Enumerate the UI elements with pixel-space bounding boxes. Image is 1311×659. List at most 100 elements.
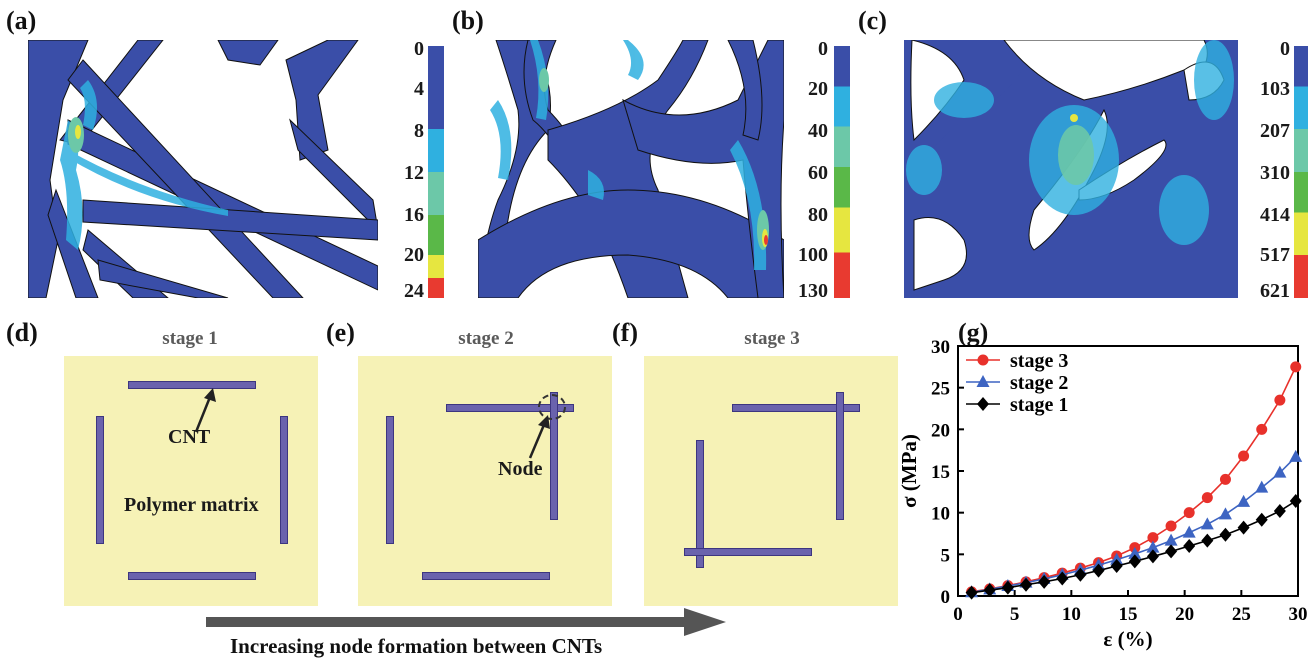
x-axis-label: ε (%) <box>1103 627 1152 651</box>
legend-marker <box>977 397 989 411</box>
plot-frame <box>957 345 1299 597</box>
colorbar-a-tick: 4 <box>414 78 424 100</box>
legend-marker <box>977 354 989 366</box>
cnt-top <box>128 381 256 389</box>
panel-label-f: (f) <box>612 318 638 347</box>
colorbar-c-tick: 517 <box>1260 244 1290 266</box>
data-point <box>1289 494 1302 508</box>
cnt-top <box>446 404 574 412</box>
data-point <box>1020 577 1032 592</box>
data-point <box>1274 394 1286 406</box>
data-point <box>1128 546 1142 559</box>
cnt-right-vertical <box>836 392 844 520</box>
colorbar-a-tick: 16 <box>404 204 424 226</box>
y-axis-label: σ (MPa) <box>900 434 921 508</box>
data-point <box>1219 473 1231 485</box>
data-point <box>1165 520 1177 532</box>
x-tick-label: 25 <box>1232 604 1251 625</box>
panel-label-c: (c) <box>858 6 887 35</box>
cnt-left <box>96 416 104 544</box>
colorbar-a-tick: 20 <box>404 244 424 266</box>
data-point <box>1238 450 1250 462</box>
stage-title-1: stage 1 <box>162 328 218 349</box>
cnt-top <box>732 404 860 412</box>
polymer-matrix-box-3 <box>644 356 898 606</box>
cnt-left <box>386 416 394 544</box>
data-point <box>1255 480 1269 493</box>
cnt-right-vertical <box>550 392 558 520</box>
cnt-bottom <box>422 572 550 580</box>
data-point <box>1164 533 1178 546</box>
data-point <box>1219 527 1232 542</box>
legend-label: stage 1 <box>1010 394 1068 416</box>
arrow-caption: Increasing node formation between CNTs <box>230 634 603 658</box>
colorbar-b-tick: 80 <box>808 204 828 226</box>
panel-label-e: (e) <box>326 318 355 347</box>
data-point <box>1146 549 1159 564</box>
data-point <box>1182 525 1196 538</box>
colorbar-c-tick: 103 <box>1260 78 1290 100</box>
data-point <box>1201 492 1213 504</box>
data-point <box>1183 507 1195 519</box>
node-marker <box>538 394 566 420</box>
data-point <box>1110 559 1123 573</box>
colorbar-a-tick: 8 <box>414 120 424 142</box>
data-point <box>1110 552 1124 565</box>
stress-map-b <box>478 40 784 298</box>
progress-arrow <box>206 608 726 636</box>
cnt-bottom <box>684 548 812 556</box>
data-point <box>1128 554 1141 569</box>
colorbar-b-tick: 130 <box>798 280 828 302</box>
colorbar-c-ticks: 0 103 207 310 414 517 621 <box>1238 38 1290 302</box>
stress-strain-chart: 0 5 10 15 20 25 30 0 5 10 15 20 25 30 ε (%) σ (MPa) stag… <box>900 337 1308 651</box>
colorbar-b <box>834 46 850 298</box>
x-tick-label: 5 <box>1010 604 1020 625</box>
y-tick-label: 5 <box>941 545 951 566</box>
colorbar-a-tick: 24 <box>404 280 424 302</box>
colorbar-a-ticks: 0 4 8 12 16 20 24 <box>380 38 424 302</box>
stage-title-3: stage 3 <box>744 328 800 349</box>
colorbar-c-tick: 207 <box>1260 120 1290 142</box>
cnt-left-vertical <box>696 440 704 568</box>
colorbar-a-tick: 12 <box>404 162 424 184</box>
colorbar-c-tick: 310 <box>1260 162 1290 184</box>
data-point <box>1290 361 1302 373</box>
stage-title-2: stage 2 <box>458 328 514 349</box>
data-point <box>1273 465 1287 478</box>
data-point <box>1237 494 1251 507</box>
data-point <box>1201 533 1214 548</box>
data-point <box>983 583 996 598</box>
legend-label: stage 3 <box>1010 350 1068 372</box>
cnt-bottom <box>128 572 256 580</box>
data-point <box>965 585 978 600</box>
colorbar-b-tick: 20 <box>808 78 828 100</box>
data-point <box>1256 423 1268 435</box>
y-tick-label: 30 <box>931 337 950 358</box>
x-tick-label: 0 <box>953 604 963 625</box>
data-point <box>1074 567 1087 582</box>
legend-label: stage 2 <box>1010 372 1068 394</box>
y-tick-label: 15 <box>931 462 950 483</box>
panel-label-b: (b) <box>452 6 484 35</box>
x-tick-label: 20 <box>1175 604 1194 625</box>
colorbar-a <box>428 46 444 298</box>
data-point <box>1255 512 1268 527</box>
colorbar-a-tick: 0 <box>414 38 424 60</box>
panel-label-d: (d) <box>6 318 38 347</box>
polymer-matrix-box-2: Node <box>358 356 612 606</box>
colorbar-c <box>1294 46 1308 298</box>
cnt-right <box>280 416 288 544</box>
data-point <box>1056 571 1069 586</box>
data-point <box>1273 504 1286 518</box>
node-label: Node <box>498 458 543 480</box>
colorbar-c-fill <box>1294 46 1308 298</box>
colorbar-b-ticks: 0 20 40 60 80 100 130 <box>776 38 828 302</box>
y-tick-label: 10 <box>931 504 950 525</box>
data-point <box>1289 449 1303 462</box>
colorbar-b-tick: 60 <box>808 162 828 184</box>
colorbar-c-tick: 414 <box>1260 204 1290 226</box>
polymer-matrix-box-1: CNT Polymer matrix <box>64 356 318 606</box>
data-point <box>1147 532 1159 544</box>
data-point <box>1001 580 1014 595</box>
colorbar-b-fill <box>834 46 850 298</box>
